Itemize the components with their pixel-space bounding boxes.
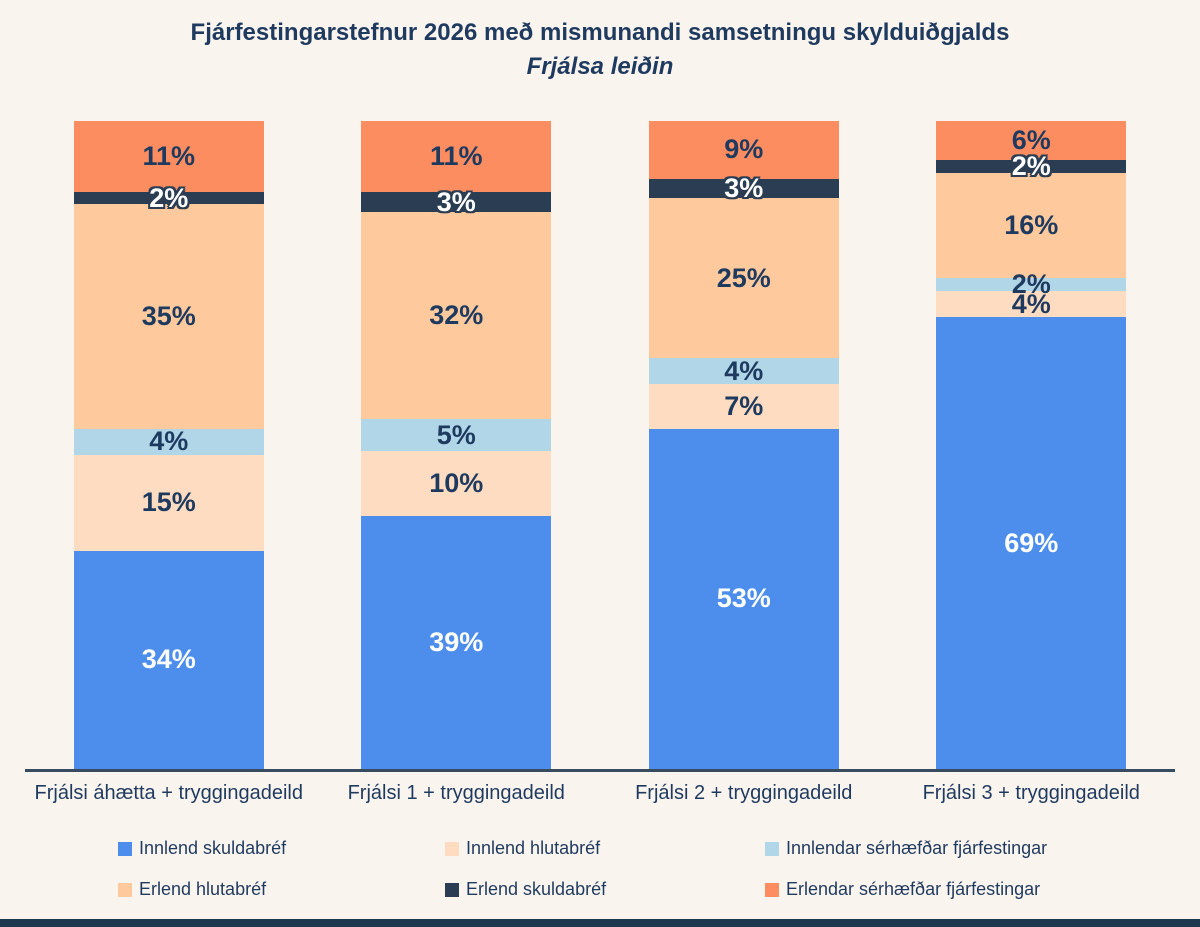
x-axis-label: Frjálsi 2 + tryggingadeild: [635, 782, 853, 804]
segment-value-label: 39%: [429, 627, 484, 658]
legend-swatch-icon: [445, 841, 459, 856]
bar-segment: 11%: [73, 121, 264, 192]
segment-value-label: 53%: [716, 583, 771, 614]
legend-item: Innlendar sérhæfðar fjárfestingar: [765, 828, 1165, 869]
legend: Innlend skuldabréf Innlend hlutabréf Innle…: [118, 828, 1188, 910]
legend-item: Innlend hlutabréf: [445, 828, 765, 869]
legend-item: Erlendar sérhæfðar fjárfestingar: [765, 869, 1165, 910]
segment-value-label: 69%: [1004, 527, 1059, 558]
bar-segment: 10%: [361, 451, 552, 517]
bar-segment: 11%: [361, 121, 552, 193]
segment-value-label: 6%: [1011, 125, 1051, 156]
legend-item: Erlend hlutabréf: [118, 869, 445, 910]
segment-value-label: 5%: [436, 419, 476, 450]
legend-swatch-icon: [765, 841, 779, 856]
segment-value-label: 3%: [436, 186, 476, 217]
bar-segment: 5%: [361, 419, 552, 452]
legend-label: Erlend skuldabréf: [466, 879, 607, 899]
x-axis-labels: Frjálsi áhætta + tryggingadeild Frjálsi 1…: [25, 782, 1175, 805]
legend-swatch-icon: [765, 882, 779, 897]
bar-segment: 25%: [648, 198, 839, 359]
x-axis-label: Frjálsi 1 + tryggingadeild: [347, 782, 565, 804]
legend-label: Erlendar sérhæfðar fjárfestingar: [786, 879, 1041, 899]
bar-segment: 9%: [648, 121, 839, 179]
x-axis-label: Frjálsi áhætta + tryggingadeild: [34, 782, 303, 804]
bar-segment: 2%: [73, 184, 264, 211]
segment-value-label: 32%: [429, 299, 484, 330]
segment-value-label: 4%: [1011, 288, 1051, 319]
segment-value-label: 35%: [141, 301, 196, 332]
legend-label: Erlend hlutabréf: [139, 879, 267, 899]
bar-segment: 32%: [361, 211, 552, 420]
bar-segment: 2%: [936, 153, 1127, 180]
legend-label: Innlendar sérhæfðar fjárfestingar: [786, 838, 1048, 858]
segment-value-label: 7%: [724, 391, 764, 421]
segment-value-label: 11%: [142, 140, 196, 171]
footer-bar: [0, 919, 1200, 927]
bar-segment: 15%: [73, 454, 264, 551]
bar-segment: 3%: [361, 188, 552, 215]
legend-swatch-icon: [118, 841, 132, 856]
segment-value-label: 2%: [149, 182, 189, 213]
x-axis-label: Frjálsi 3 + tryggingadeild: [922, 782, 1140, 804]
segment-value-label: 10%: [429, 468, 484, 499]
bar-segment: 4%: [936, 288, 1127, 319]
stacked-bar: 69% 4% 2% 16% 2% 6%: [936, 120, 1127, 769]
bar-segment: 7%: [648, 384, 839, 429]
bar-segment: 35%: [73, 204, 264, 429]
segment-value-label: 15%: [141, 487, 196, 518]
segment-value-label: 16%: [1004, 210, 1059, 241]
stacked-bar: 39% 10% 5% 32% 3% 11%: [361, 121, 552, 769]
bar-segment: 4%: [73, 426, 264, 457]
segment-value-label: 2%: [1011, 151, 1051, 182]
plot-area: 34% 15% 4% 35% 2% 11% 39% 10% 5% 32% 3% 11% 53% 7% 4% 2…: [25, 120, 1175, 772]
segment-value-label: 3%: [724, 172, 764, 203]
bar-segment: 16%: [936, 173, 1127, 279]
bar-segment: 53%: [648, 428, 839, 769]
legend-swatch-icon: [445, 882, 459, 897]
legend-item: Innlend skuldabréf: [118, 828, 445, 869]
bar-segment: 4%: [648, 355, 839, 386]
stacked-bar: 53% 7% 4% 25% 3% 9%: [648, 121, 839, 769]
bar-segment: 69%: [936, 317, 1127, 769]
bar-segment: 34%: [73, 550, 264, 769]
bar-segment: 2%: [936, 271, 1127, 298]
segment-value-label: 4%: [149, 426, 189, 457]
legend-label: Innlend skuldabréf: [139, 838, 287, 858]
bar-segment: 3%: [648, 174, 839, 201]
bar-segment: 6%: [936, 120, 1127, 161]
legend-item: Erlend skuldabréf: [445, 869, 765, 910]
legend-swatch-icon: [118, 882, 132, 897]
bar-segment: 39%: [361, 516, 552, 769]
segment-value-label: 9%: [724, 134, 764, 165]
segment-value-label: 2%: [1011, 269, 1051, 300]
segment-value-label: 4%: [724, 355, 764, 386]
chart-title: Fjárfestingarstefnur 2026 með mismunandi…: [190, 19, 1010, 46]
segment-value-label: 34%: [141, 644, 196, 675]
segment-value-label: 11%: [429, 141, 483, 172]
legend-label: Innlend hlutabréf: [466, 838, 601, 858]
stacked-bar: 34% 15% 4% 35% 2% 11%: [73, 121, 264, 769]
title-block: Fjárfestingarstefnur 2026 með mismunandi…: [0, 16, 1200, 83]
segment-value-label: 25%: [716, 262, 771, 293]
chart-subtitle: Frjálsa leiðin: [526, 52, 674, 80]
